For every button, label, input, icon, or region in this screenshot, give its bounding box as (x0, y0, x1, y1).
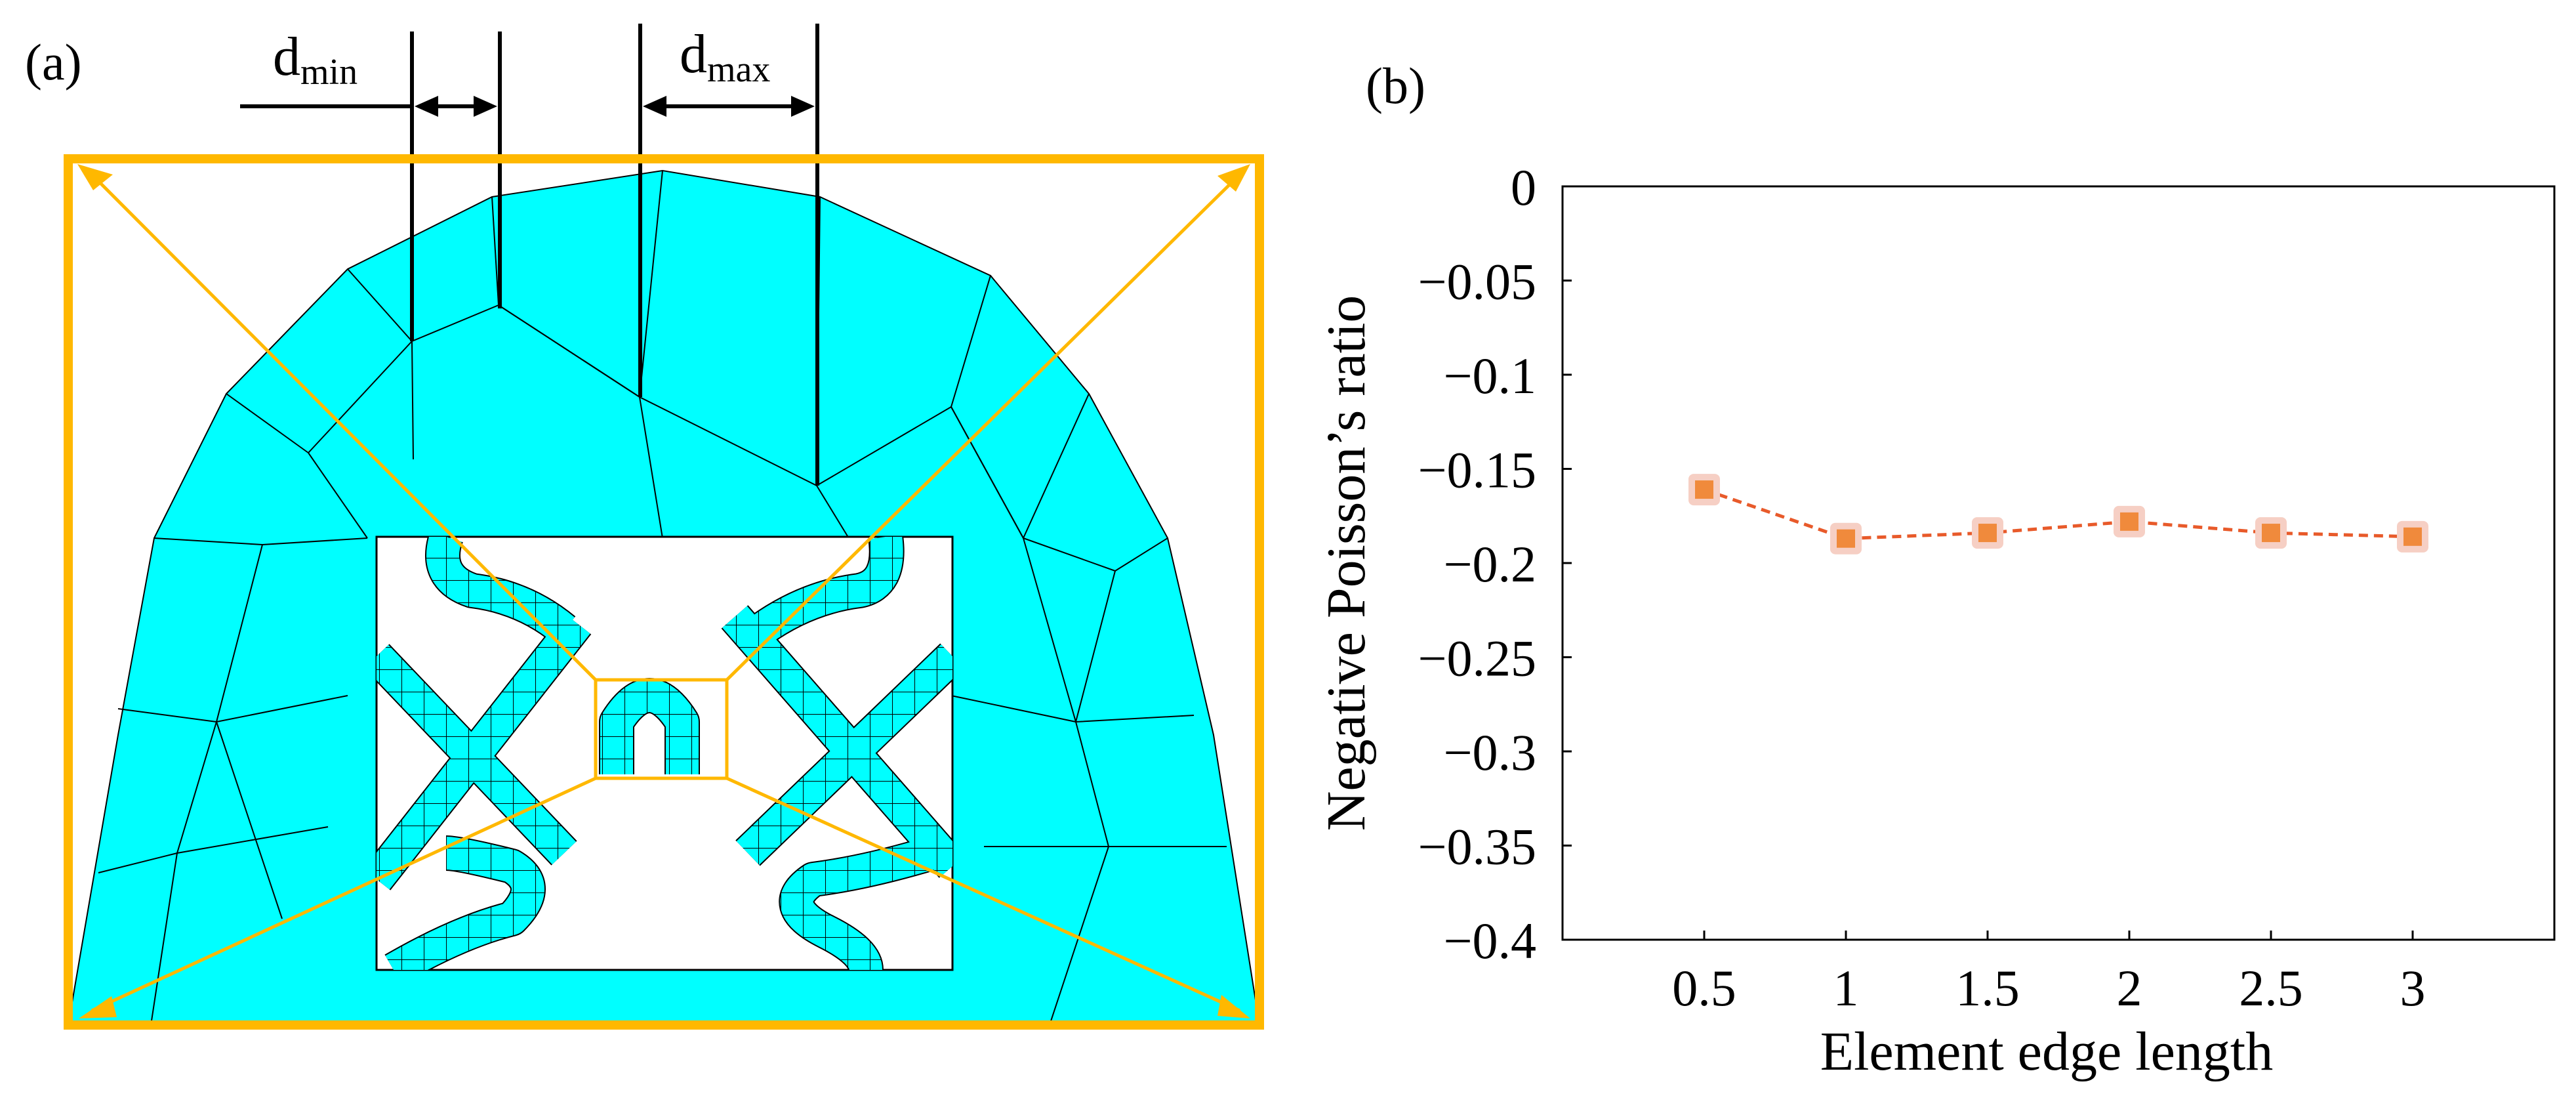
zoom-arrowheads (77, 164, 1250, 1018)
x-tick-label: 0.5 (1672, 959, 1736, 1017)
x-tick-label: 1 (1833, 959, 1859, 1017)
y-tick-label: −0.35 (1418, 818, 1537, 875)
y-tick-label: −0.4 (1444, 912, 1537, 969)
data-point (2262, 524, 2280, 543)
data-point (1695, 480, 1713, 499)
dimension-lines (240, 24, 819, 486)
x-axis-title: Element edge length (1820, 1021, 2273, 1082)
fine-mesh-inset (375, 535, 954, 971)
y-tick-label: −0.1 (1444, 347, 1537, 404)
d-min-label: dmin (273, 26, 358, 93)
dimension-arrowheads (415, 96, 815, 117)
panel-b-label: (b) (1366, 57, 1425, 114)
series-line (1704, 488, 2413, 541)
x-tick-label: 2.5 (2239, 959, 2303, 1017)
zoom-frame (64, 154, 1264, 1030)
data-point (2120, 512, 2138, 531)
data-point (1978, 524, 1997, 543)
y-tick-label: −0.05 (1418, 253, 1537, 310)
data-point (1837, 529, 1855, 548)
d-max-label: dmax (680, 24, 771, 90)
x-tick-label: 2 (2117, 959, 2142, 1017)
x-tick-label: 3 (2400, 959, 2426, 1017)
y-tick-label: −0.15 (1418, 442, 1537, 499)
y-axis-title: Negative Poisson’s ratio (1316, 295, 1377, 831)
y-tick-label: −0.2 (1444, 535, 1537, 593)
panel-a-label: (a) (25, 33, 82, 91)
plot-area-frame (1561, 185, 2556, 941)
data-point (2403, 527, 2422, 546)
y-tick-label: −0.3 (1444, 724, 1537, 781)
y-tick-label: 0 (1511, 159, 1536, 216)
y-tick-label: −0.25 (1418, 630, 1537, 687)
x-tick-label: 1.5 (1955, 959, 2020, 1017)
